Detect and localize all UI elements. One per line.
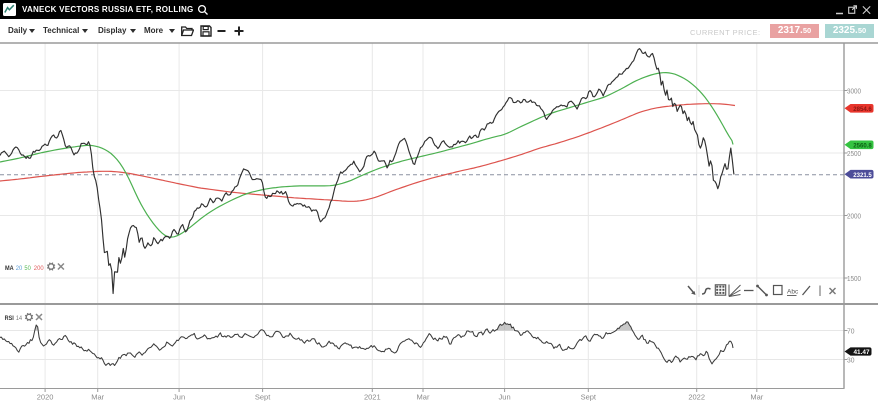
svg-text:2000: 2000 xyxy=(847,212,861,221)
svg-text:2020: 2020 xyxy=(37,393,54,402)
svg-text:Abc: Abc xyxy=(787,289,799,296)
svg-text:14: 14 xyxy=(16,315,22,322)
svg-text:200: 200 xyxy=(34,265,44,272)
svg-text:50: 50 xyxy=(24,265,31,272)
svg-text:2021: 2021 xyxy=(364,393,381,402)
svg-text:Mar: Mar xyxy=(750,393,763,402)
svg-text:2022: 2022 xyxy=(688,393,705,402)
svg-text:2560.8: 2560.8 xyxy=(853,142,872,149)
svg-text:2500: 2500 xyxy=(847,149,861,158)
svg-text:3000: 3000 xyxy=(847,87,861,96)
svg-text:Mar: Mar xyxy=(91,393,104,402)
svg-text:Mar: Mar xyxy=(417,393,430,402)
svg-text:Jun: Jun xyxy=(499,393,511,402)
svg-text:Sept: Sept xyxy=(581,393,597,402)
svg-text:MA: MA xyxy=(5,265,14,272)
svg-text:Sept: Sept xyxy=(255,393,271,402)
svg-text:RSI: RSI xyxy=(5,315,14,322)
svg-text:41.47: 41.47 xyxy=(854,349,870,356)
svg-text:Jun: Jun xyxy=(173,393,185,402)
svg-text:2854.6: 2854.6 xyxy=(853,106,872,113)
svg-text:2321.5: 2321.5 xyxy=(853,172,872,179)
svg-text:30: 30 xyxy=(847,358,855,365)
svg-text:20: 20 xyxy=(16,265,23,272)
svg-text:70: 70 xyxy=(847,329,855,336)
svg-text:1500: 1500 xyxy=(847,274,861,283)
